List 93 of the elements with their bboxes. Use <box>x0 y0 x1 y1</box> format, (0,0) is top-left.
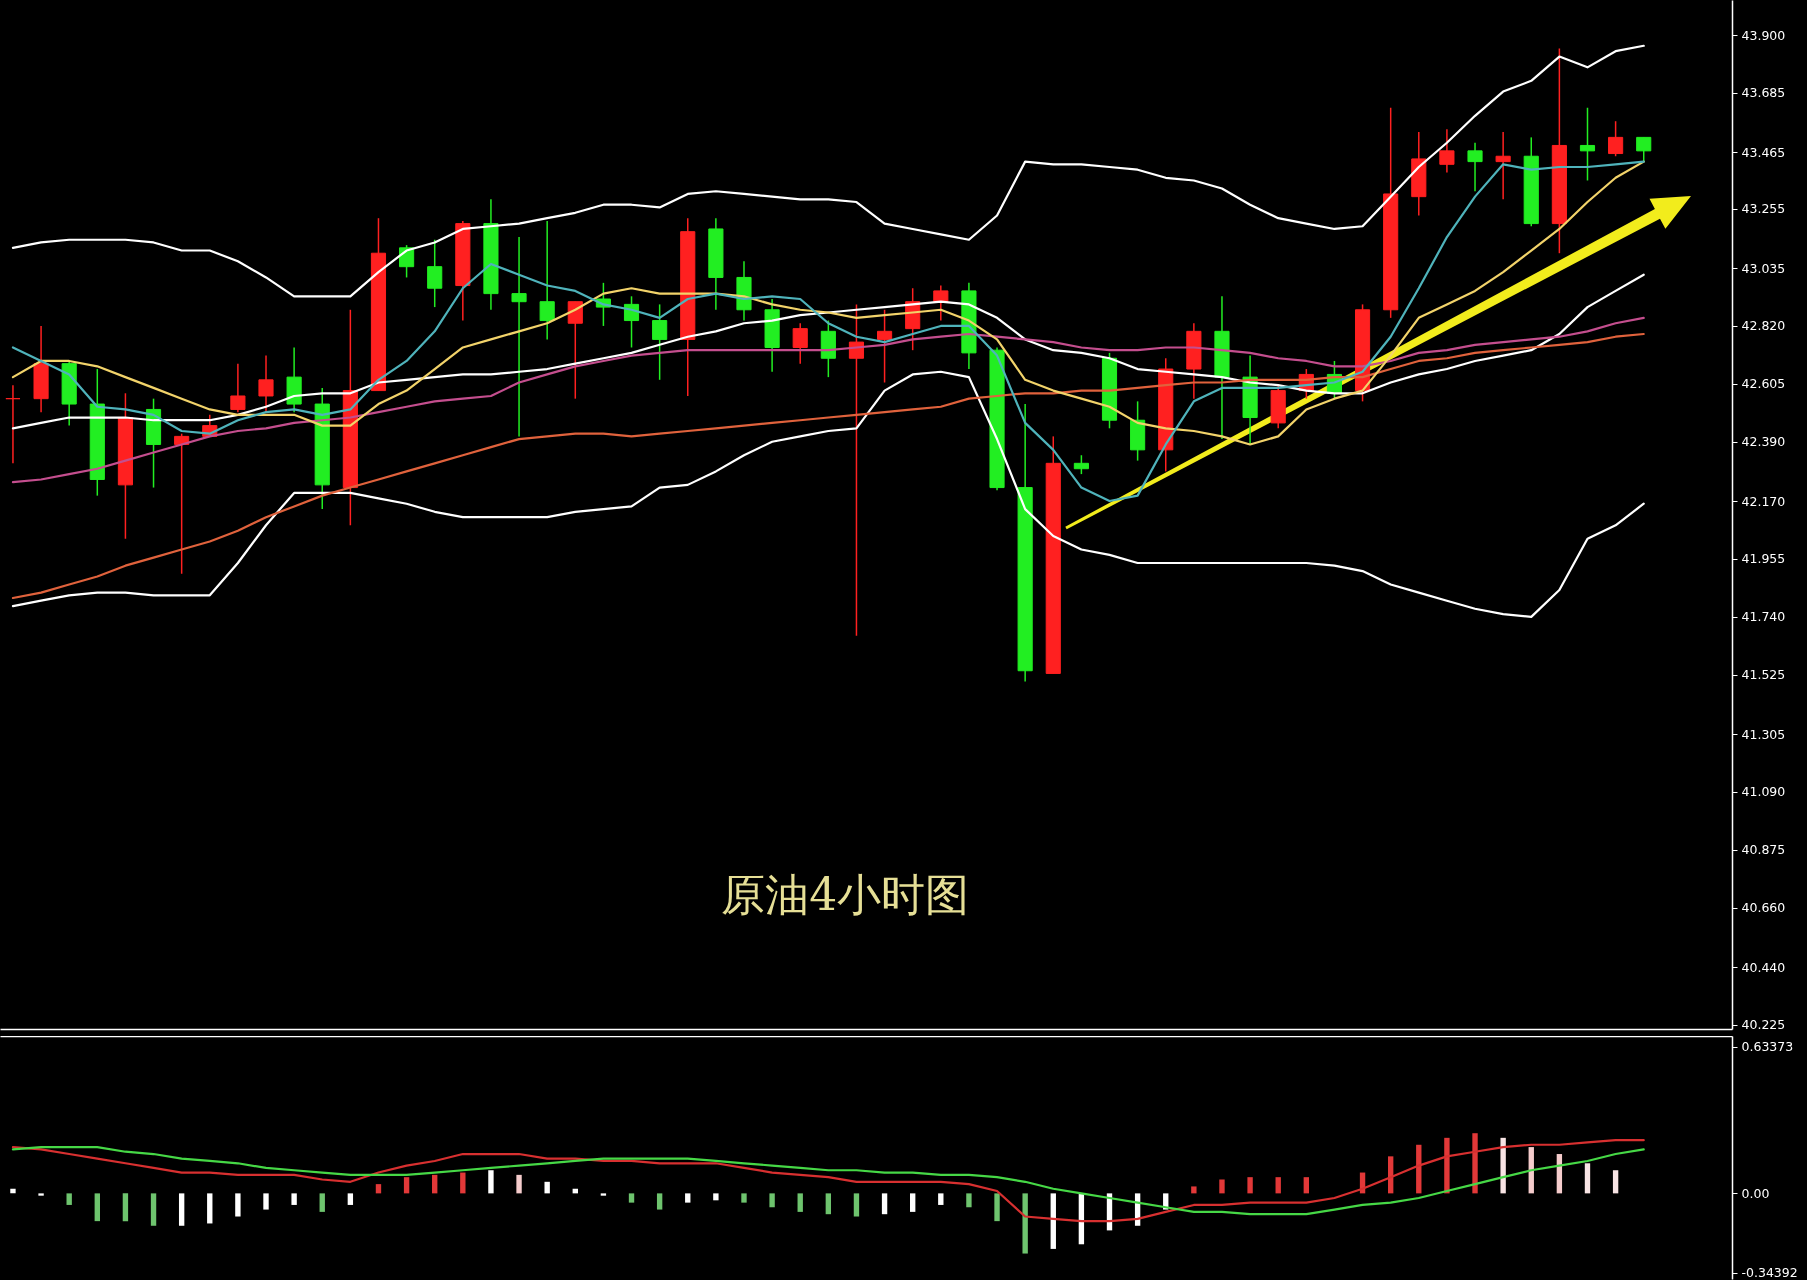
bar <box>347 1193 354 1205</box>
y-tick-label: 0.00 <box>1741 1185 1770 1201</box>
bar <box>881 1193 888 1215</box>
candlestick <box>652 303 668 381</box>
annotation: 原油4小时图 <box>721 869 970 921</box>
bar <box>460 1172 466 1194</box>
bar <box>38 1193 44 1196</box>
candlestick <box>5 384 21 465</box>
bar <box>94 1193 100 1222</box>
bar <box>291 1193 297 1205</box>
candlestick <box>792 322 808 365</box>
candlestick <box>1439 128 1455 174</box>
bar <box>1584 1163 1591 1194</box>
bar <box>1275 1177 1281 1194</box>
candlestick <box>877 309 893 384</box>
bar <box>207 1193 213 1224</box>
bar <box>516 1174 522 1194</box>
bar <box>825 1193 832 1215</box>
bar <box>1191 1186 1197 1194</box>
y-tick-label: -0.34392 <box>1741 1265 1798 1280</box>
y-tick-label: 42.820 <box>1741 318 1786 334</box>
candlestick <box>539 220 555 341</box>
bar <box>994 1193 1000 1222</box>
bar <box>1050 1193 1056 1249</box>
candlestick <box>1073 454 1089 475</box>
y-tick-label: 43.465 <box>1741 144 1786 160</box>
y-tick-label: 0.63373 <box>1741 1039 1794 1055</box>
y-tick-label: 41.740 <box>1741 609 1786 625</box>
y-tick-label: 42.390 <box>1741 434 1786 450</box>
bar <box>235 1193 241 1217</box>
y-tick-label: 40.225 <box>1741 1017 1786 1033</box>
y-tick-label: 40.660 <box>1741 900 1786 916</box>
y-tick-label: 43.900 <box>1741 27 1786 43</box>
bar <box>1219 1179 1225 1194</box>
line-series <box>11 1145 1645 1216</box>
y-tick-label: 43.685 <box>1741 85 1786 101</box>
candlestick <box>933 284 949 322</box>
y-tick-label: 41.955 <box>1741 551 1786 567</box>
bar <box>685 1193 691 1203</box>
y-tick-label: 42.170 <box>1741 493 1786 509</box>
bar <box>1612 1170 1619 1194</box>
line-series <box>11 316 1645 484</box>
bar <box>122 1193 129 1222</box>
candlestick <box>1608 120 1624 157</box>
y-tick-label: 40.875 <box>1741 842 1786 858</box>
y-tick-label: 41.525 <box>1741 667 1786 683</box>
candlestick <box>511 236 527 438</box>
bar <box>10 1188 16 1194</box>
bar <box>1303 1177 1310 1194</box>
y-tick-label: 43.255 <box>1741 201 1786 217</box>
bar <box>150 1193 157 1226</box>
line-series <box>11 332 1645 600</box>
line-series <box>11 273 1645 430</box>
y-tick-label: 41.305 <box>1741 726 1786 742</box>
y-tick-label: 43.035 <box>1741 260 1786 276</box>
bar <box>910 1193 916 1212</box>
candlestick <box>1495 131 1511 201</box>
bar <box>403 1177 410 1194</box>
bar <box>797 1193 803 1212</box>
line-series <box>11 160 1645 446</box>
candlestick <box>567 300 583 400</box>
candlestick <box>230 362 246 413</box>
bar <box>1500 1137 1506 1194</box>
bar <box>656 1193 663 1210</box>
bar <box>628 1193 635 1203</box>
bar <box>488 1170 494 1194</box>
bar <box>713 1193 719 1201</box>
bar <box>263 1193 269 1210</box>
bar <box>938 1193 944 1205</box>
y-tick-label: 42.605 <box>1741 376 1786 392</box>
bar <box>544 1181 550 1194</box>
line-series <box>11 370 1645 618</box>
candlestick <box>848 303 865 637</box>
bar <box>769 1193 775 1208</box>
line-series <box>11 44 1645 298</box>
bar <box>741 1193 747 1203</box>
candlestick <box>258 354 274 413</box>
bar <box>319 1193 325 1212</box>
bar <box>1247 1177 1253 1194</box>
bar <box>966 1193 972 1208</box>
bar <box>600 1193 607 1196</box>
bar <box>66 1193 72 1205</box>
bar <box>853 1193 860 1217</box>
bar <box>375 1184 382 1194</box>
y-tick-label: 40.440 <box>1741 959 1786 975</box>
candlestick <box>427 238 443 308</box>
candlestick <box>1579 107 1596 182</box>
bar <box>1022 1193 1028 1254</box>
bar <box>432 1174 438 1194</box>
y-tick-label: 41.090 <box>1741 784 1786 800</box>
bar <box>178 1193 185 1226</box>
candlestick <box>1636 136 1652 163</box>
candlestick <box>1467 142 1483 192</box>
